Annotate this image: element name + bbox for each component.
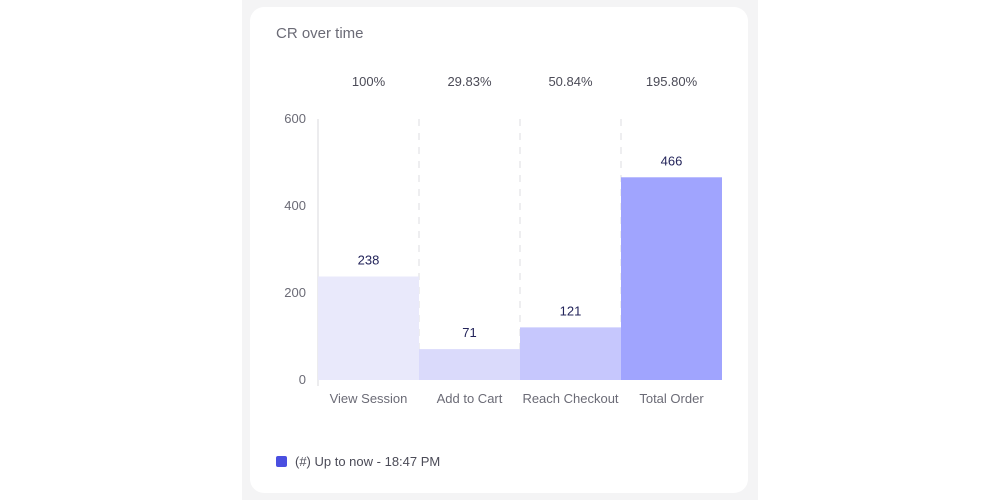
bar-value-label: 71 — [462, 325, 476, 340]
bar-chart: 0 200 400 600 238 100% View Session 71 29.83% Add… — [284, 74, 722, 406]
y-tick-label: 0 — [299, 372, 306, 387]
x-tick-label: View Session — [330, 391, 408, 406]
x-tick-label: Total Order — [639, 391, 704, 406]
bar[interactable] — [419, 349, 520, 380]
labels: 0 200 400 600 238 100% View Session 71 29.83% Add… — [284, 74, 704, 406]
bars — [318, 177, 722, 380]
legend: (#) Up to now - 18:47 PM — [276, 454, 440, 469]
x-tick-label: Reach Checkout — [522, 391, 618, 406]
bar[interactable] — [318, 276, 419, 380]
card-title: CR over time — [276, 25, 364, 42]
bar[interactable] — [520, 327, 621, 380]
bar-value-label: 121 — [560, 303, 582, 318]
y-tick-label: 400 — [284, 198, 306, 213]
percent-label: 29.83% — [447, 74, 492, 89]
y-tick-label: 600 — [284, 111, 306, 126]
x-tick-label: Add to Cart — [437, 391, 503, 406]
legend-label: (#) Up to now - 18:47 PM — [295, 454, 441, 469]
bar[interactable] — [621, 177, 722, 380]
bar-value-label: 466 — [661, 153, 683, 168]
y-tick-label: 200 — [284, 285, 306, 300]
chart-card: CR over time 0 200 400 600 238 100% View Sessi… — [250, 7, 748, 493]
percent-label: 195.80% — [646, 74, 698, 89]
bar-value-label: 238 — [358, 252, 380, 267]
percent-label: 100% — [352, 74, 386, 89]
percent-label: 50.84% — [548, 74, 593, 89]
legend-swatch — [276, 456, 287, 467]
